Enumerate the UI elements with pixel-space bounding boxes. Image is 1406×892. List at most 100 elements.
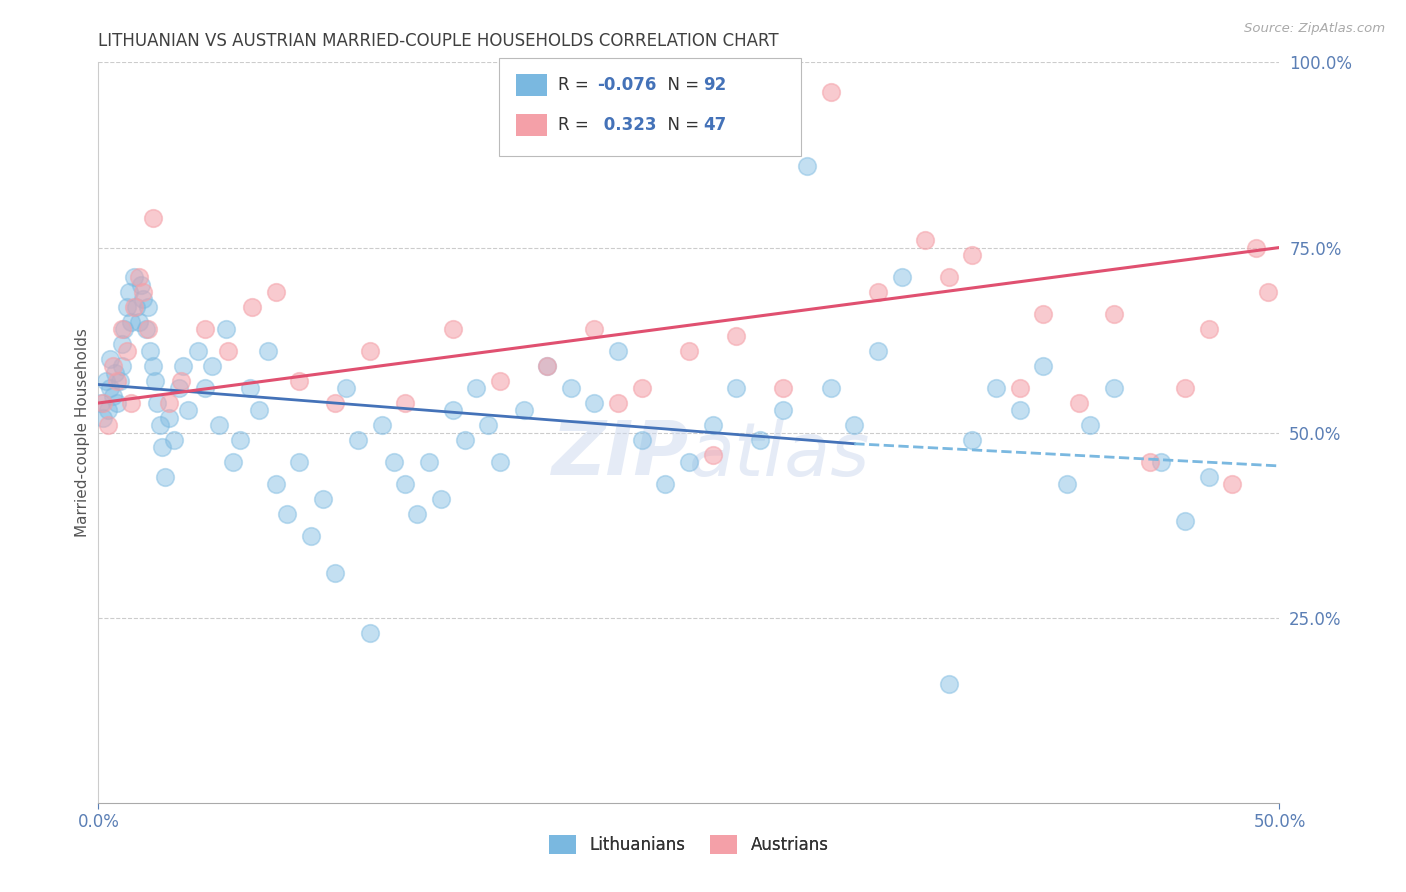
Text: 92: 92 <box>703 76 727 94</box>
Point <box>406 507 429 521</box>
Point <box>1150 455 1173 469</box>
Point <box>1032 359 1054 373</box>
Point <box>453 433 475 447</box>
Point <box>143 374 166 388</box>
Point <box>583 396 606 410</box>
Point <box>312 492 335 507</box>
Point <box>489 374 512 388</box>
Point <box>890 270 912 285</box>
Point <box>607 344 630 359</box>
Point <box>229 433 252 447</box>
Point <box>359 625 381 640</box>
Point <box>630 381 652 395</box>
Point <box>98 351 121 366</box>
Point <box>264 477 287 491</box>
Point <box>125 300 148 314</box>
Point <box>1102 307 1125 321</box>
Point <box>536 359 558 373</box>
Point <box>172 359 194 373</box>
Point <box>512 403 534 417</box>
Point <box>1067 396 1090 410</box>
Point <box>441 403 464 417</box>
Point <box>94 374 117 388</box>
Point <box>247 403 270 417</box>
Point <box>112 322 135 336</box>
Point <box>170 374 193 388</box>
Point <box>962 248 984 262</box>
Point <box>149 418 172 433</box>
Point <box>441 322 464 336</box>
Point <box>142 359 165 373</box>
Point <box>111 359 134 373</box>
Point <box>194 322 217 336</box>
Text: -0.076: -0.076 <box>598 76 657 94</box>
Point <box>91 396 114 410</box>
Point <box>702 448 724 462</box>
Y-axis label: Married-couple Households: Married-couple Households <box>75 328 90 537</box>
Point <box>359 344 381 359</box>
Point <box>217 344 239 359</box>
Point <box>347 433 370 447</box>
Point <box>153 470 176 484</box>
Point <box>465 381 488 395</box>
Text: N =: N = <box>657 116 704 134</box>
Point <box>1056 477 1078 491</box>
Point <box>157 410 180 425</box>
Point <box>122 300 145 314</box>
Point <box>288 374 311 388</box>
Text: ZIP: ZIP <box>551 418 689 491</box>
Point <box>132 293 155 307</box>
Point <box>167 381 190 395</box>
Point <box>299 529 322 543</box>
Point <box>1008 403 1031 417</box>
Point <box>1198 322 1220 336</box>
Point <box>276 507 298 521</box>
Point <box>135 322 157 336</box>
Point <box>115 344 138 359</box>
Point <box>725 329 748 343</box>
Point <box>772 403 794 417</box>
Point <box>560 381 582 395</box>
Point <box>111 336 134 351</box>
Legend: Lithuanians, Austrians: Lithuanians, Austrians <box>543 829 835 861</box>
Point <box>984 381 1007 395</box>
Point <box>264 285 287 299</box>
Point <box>382 455 405 469</box>
Text: atlas: atlas <box>689 419 870 491</box>
Point <box>772 381 794 395</box>
Point <box>1174 515 1197 529</box>
Point <box>104 367 127 381</box>
Point <box>844 418 866 433</box>
Point <box>163 433 186 447</box>
Point <box>914 233 936 247</box>
Point <box>1174 381 1197 395</box>
Point <box>796 159 818 173</box>
Point <box>583 322 606 336</box>
Point <box>536 359 558 373</box>
Point <box>222 455 245 469</box>
Point <box>105 396 128 410</box>
Point <box>132 285 155 299</box>
Point <box>240 300 263 314</box>
Text: R =: R = <box>558 76 595 94</box>
Point <box>150 441 173 455</box>
Point <box>1220 477 1243 491</box>
Point <box>702 418 724 433</box>
Point <box>208 418 231 433</box>
Point <box>187 344 209 359</box>
Point <box>748 433 770 447</box>
Point <box>146 396 169 410</box>
Point <box>962 433 984 447</box>
Point <box>1008 381 1031 395</box>
Point <box>418 455 440 469</box>
Point <box>215 322 238 336</box>
Point <box>323 396 346 410</box>
Point <box>136 322 159 336</box>
Text: 47: 47 <box>703 116 727 134</box>
Point <box>938 270 960 285</box>
Point <box>820 85 842 99</box>
Point <box>101 388 124 402</box>
Point <box>820 381 842 395</box>
Text: Source: ZipAtlas.com: Source: ZipAtlas.com <box>1244 22 1385 36</box>
Point <box>1257 285 1279 299</box>
